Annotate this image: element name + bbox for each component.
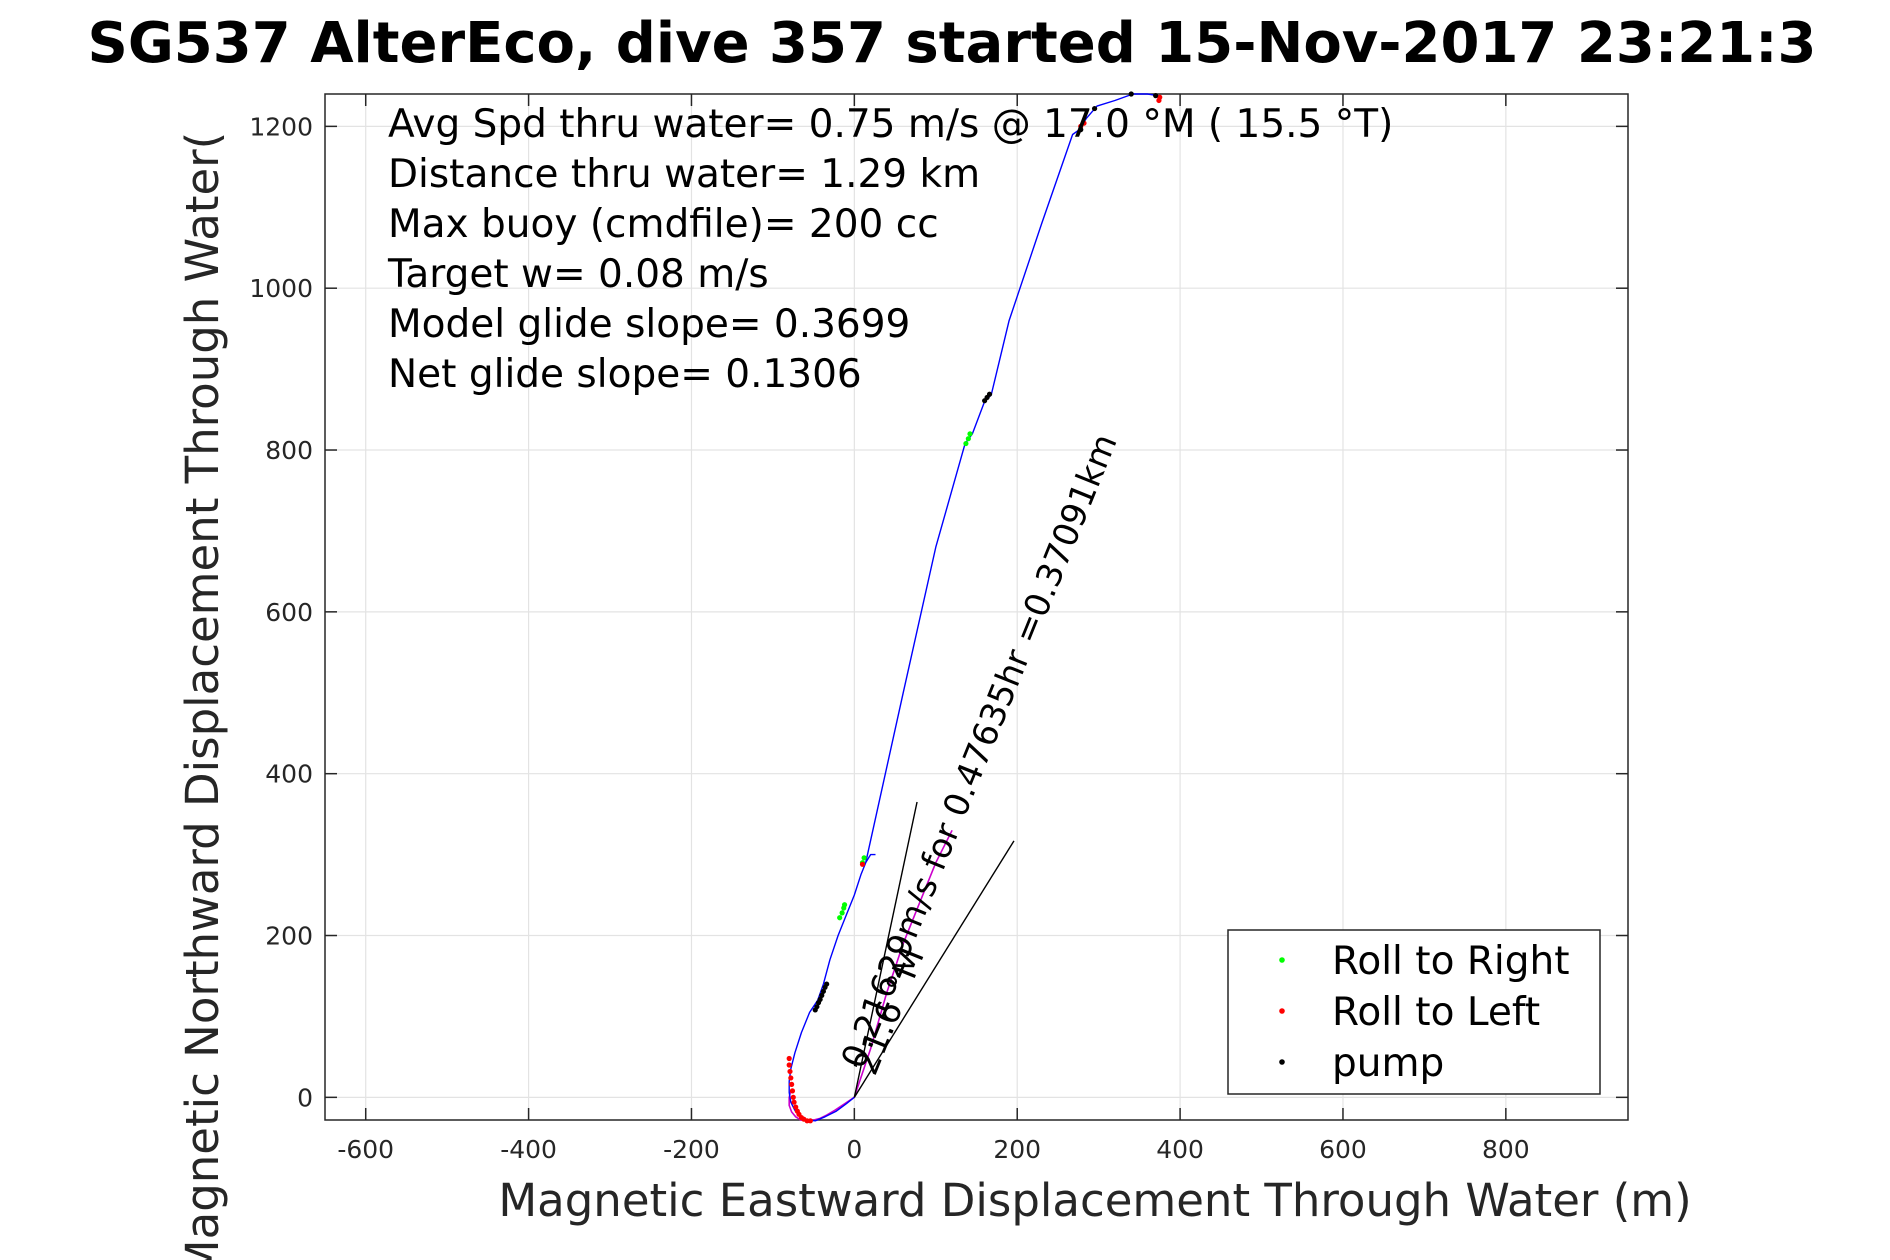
roll-right-point <box>965 436 971 442</box>
annotation-line: Model glide slope= 0.3699 <box>388 302 910 347</box>
x-tick-label: -400 <box>500 1135 557 1164</box>
pump-point <box>814 1004 820 1010</box>
roll-left-point <box>786 1062 792 1068</box>
roll-left-point <box>786 1055 792 1062</box>
roll-right-point <box>839 910 845 916</box>
roll-right-point <box>861 855 867 861</box>
legend-marker <box>1279 1008 1285 1014</box>
x-tick-label: 0 <box>846 1135 862 1164</box>
x-tick-label: 400 <box>1156 1135 1204 1164</box>
chart-title: SG537 AlterEco, dive 357 started 15-Nov-… <box>88 11 1817 76</box>
roll-left-point <box>788 1075 794 1081</box>
x-tick-label: 200 <box>993 1135 1041 1164</box>
y-tick-label: 600 <box>265 598 313 627</box>
roll-left-point <box>793 1104 799 1110</box>
legend-marker <box>1279 1059 1285 1065</box>
roll-right-point <box>963 440 969 447</box>
x-tick-label: 600 <box>1319 1135 1367 1164</box>
roll-left-point <box>807 1118 813 1124</box>
annotation-line: Net glide slope= 0.1306 <box>388 352 862 397</box>
roll-left-point <box>789 1088 796 1094</box>
pump-point <box>817 996 823 1003</box>
roll-right-point <box>841 902 848 908</box>
vector-line <box>853 840 1015 1098</box>
y-tick-label: 800 <box>265 436 313 465</box>
x-axis-label: Magnetic Eastward Displacement Through W… <box>498 1174 1691 1227</box>
vector-line <box>853 801 918 1098</box>
y-tick-label: 1200 <box>249 112 313 141</box>
y-tick-label: 200 <box>265 922 313 951</box>
roll-right-point <box>837 915 843 921</box>
pump-point <box>1128 91 1134 97</box>
roll-left-point <box>1081 120 1087 126</box>
legend: Roll to Right Roll to Left pump <box>1227 929 1601 1095</box>
legend-entry: Roll to Right <box>1332 939 1570 984</box>
legend-entry: Roll to Left <box>1332 990 1540 1035</box>
track-upper-line <box>865 93 1158 863</box>
roll-left-point <box>859 861 866 867</box>
annotation-line: Distance thru water= 1.29 km <box>388 152 980 197</box>
roll-right-point <box>967 431 973 437</box>
pump-point <box>1091 105 1098 112</box>
pump-point <box>824 981 830 987</box>
y-tick-label: 400 <box>265 760 313 789</box>
legend-marker <box>1279 957 1285 963</box>
legend-entry: pump <box>1332 1041 1444 1086</box>
x-tick-label: 800 <box>1482 1135 1530 1164</box>
x-tick-label: -600 <box>337 1135 394 1164</box>
annotation-line: Max buoy (cmdfile)= 200 cc <box>388 202 939 247</box>
plot-frame <box>324 93 1629 1121</box>
annotation-block: Avg Spd thru water= 0.75 m/s @ 17.0 °M (… <box>387 102 1393 397</box>
roll-left-point <box>1157 94 1163 100</box>
axes: -600 -400 -200 0 200 400 600 800 0 200 400 600 800 10… <box>249 93 1629 1164</box>
roll-left-point <box>789 1081 795 1087</box>
roll-left-point <box>787 1068 793 1075</box>
y-tick-label: 0 <box>297 1083 313 1112</box>
pump-point <box>1078 127 1084 133</box>
y-tick-label: 1000 <box>249 274 313 303</box>
legend-box <box>1227 929 1601 1095</box>
annotation-line: Avg Spd thru water= 0.75 m/s @ 17.0 °M (… <box>388 102 1393 147</box>
roll-left-point <box>791 1099 797 1105</box>
y-axis-label: Magnetic Northward Displacement Through … <box>176 132 229 1260</box>
pump-point <box>819 992 825 998</box>
pump-point <box>820 988 826 994</box>
track-line <box>788 853 876 1122</box>
x-tick-label: -200 <box>663 1135 720 1164</box>
roll-left-point <box>790 1094 796 1100</box>
pump-point <box>1153 93 1159 99</box>
annotation-line: Target w= 0.08 m/s <box>387 252 769 297</box>
track-magenta-line <box>788 829 953 1122</box>
pump-point <box>986 391 993 397</box>
